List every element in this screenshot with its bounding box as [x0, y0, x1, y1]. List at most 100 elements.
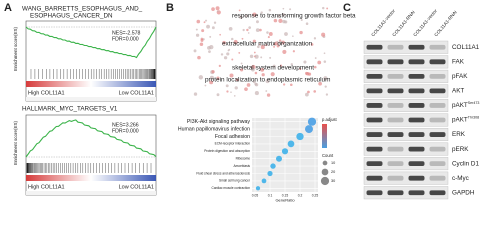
band	[366, 190, 383, 196]
network-node	[258, 43, 261, 46]
network-node	[268, 8, 272, 12]
dot	[296, 132, 304, 141]
network-node	[289, 8, 292, 11]
network-node	[241, 37, 244, 40]
network-node	[219, 33, 221, 36]
network-node	[225, 84, 229, 88]
band	[408, 103, 425, 108]
blot-strip	[363, 157, 449, 171]
row-label-sup: Thr308	[468, 115, 479, 119]
dot	[305, 125, 313, 134]
rank-bar	[26, 81, 156, 87]
band	[429, 132, 446, 137]
band	[408, 175, 425, 181]
row-label: pERK	[452, 146, 469, 153]
gsea-stat: NES=3.266	[112, 122, 139, 128]
network-node	[229, 73, 234, 78]
blot-strip	[363, 171, 449, 185]
x-tick-label: 0.05	[252, 193, 259, 197]
network-node	[300, 18, 303, 22]
network-node	[200, 37, 204, 41]
network-node	[266, 31, 269, 34]
row-label: c-Myc	[452, 175, 469, 182]
network-node	[318, 81, 322, 86]
network-node	[299, 67, 302, 71]
band	[387, 44, 404, 50]
go-term: extracellular matrix organization	[222, 41, 313, 48]
network-node	[201, 29, 205, 33]
network-node	[321, 32, 326, 37]
rank-metric-area	[26, 97, 156, 101]
network-node	[206, 24, 210, 29]
network-node	[248, 26, 252, 29]
dot	[255, 186, 261, 191]
band	[429, 161, 446, 167]
network-node	[242, 28, 245, 32]
network-node	[197, 55, 201, 60]
row-label: Cyclin D1	[452, 160, 479, 167]
network-node	[292, 35, 294, 37]
panel-label: A	[4, 2, 12, 14]
category-label: Focal adhesion	[215, 134, 250, 140]
blot-strip	[363, 142, 449, 156]
network-node	[323, 76, 328, 81]
network-node	[223, 56, 228, 60]
network-node	[260, 45, 265, 50]
band	[429, 73, 446, 79]
band	[408, 59, 425, 65]
network-node	[220, 53, 224, 56]
network-node	[203, 21, 206, 24]
y-axis-label: Enrichment score(ES)	[13, 120, 18, 165]
row-label: pFAK	[452, 73, 468, 80]
network-node	[230, 91, 232, 93]
band	[429, 103, 446, 108]
network-node	[273, 45, 276, 48]
band	[366, 117, 383, 123]
network-node	[253, 51, 256, 54]
size-label: 30	[331, 179, 335, 183]
dot	[267, 170, 273, 177]
network-node	[324, 85, 327, 88]
band	[387, 117, 404, 123]
band	[366, 59, 383, 65]
category-label: Human papillomavirus infection	[178, 126, 250, 132]
rank-bar	[26, 175, 156, 181]
network-node	[247, 32, 250, 34]
network-node	[208, 50, 211, 54]
network-node	[233, 95, 236, 97]
size-label: 20	[331, 170, 335, 174]
network-node	[216, 93, 220, 97]
network-node	[278, 40, 283, 45]
band	[408, 190, 425, 196]
network-node	[272, 64, 276, 68]
blot-strip	[363, 84, 449, 98]
network-node	[246, 83, 251, 87]
network-node	[255, 20, 259, 24]
dot	[307, 117, 317, 126]
band	[408, 117, 425, 123]
network-node	[283, 83, 286, 86]
network-node	[310, 43, 314, 46]
dot	[276, 155, 282, 162]
network-node	[239, 15, 243, 19]
network-node	[204, 84, 207, 87]
go-term: skeletal system development	[232, 65, 314, 72]
network-node	[277, 15, 280, 18]
network-node	[265, 79, 270, 84]
network-node	[276, 44, 280, 48]
band	[408, 44, 425, 50]
network-node	[199, 42, 204, 47]
row-label: ERK	[452, 131, 466, 138]
network-node	[211, 7, 215, 11]
network-node	[211, 26, 215, 30]
blot-strip	[363, 128, 449, 142]
network-node	[276, 40, 279, 43]
blot-strip	[363, 40, 449, 54]
network-node	[205, 19, 208, 22]
band	[387, 59, 404, 65]
gsea-title: HALLMARK_MYC_TARGETS_V1	[22, 106, 118, 113]
band	[387, 132, 404, 137]
network-node	[257, 45, 260, 49]
band	[387, 103, 404, 108]
band	[408, 88, 425, 94]
